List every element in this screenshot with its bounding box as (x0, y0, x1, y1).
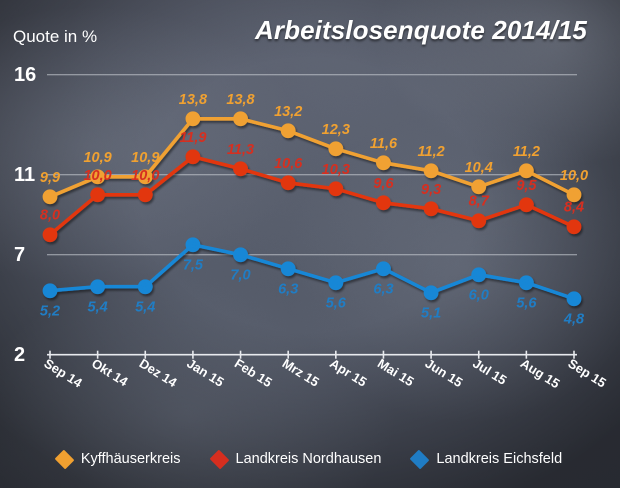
svg-text:5,2: 5,2 (40, 304, 60, 320)
svg-text:11,6: 11,6 (370, 136, 398, 152)
svg-text:8,4: 8,4 (564, 200, 584, 216)
svg-text:10,4: 10,4 (465, 160, 493, 176)
svg-text:10,3: 10,3 (322, 162, 350, 178)
svg-text:5,6: 5,6 (516, 296, 537, 312)
svg-text:Jul 15: Jul 15 (470, 356, 509, 388)
svg-text:Mrz 15: Mrz 15 (280, 356, 322, 390)
svg-text:9,5: 9,5 (516, 178, 537, 194)
svg-text:13,8: 13,8 (179, 92, 208, 108)
svg-text:11,2: 11,2 (418, 144, 445, 160)
svg-text:11,2: 11,2 (513, 144, 540, 160)
svg-text:10,0: 10,0 (560, 168, 588, 184)
svg-text:8,7: 8,7 (469, 194, 490, 210)
svg-text:7,5: 7,5 (183, 258, 204, 274)
svg-text:Sep 15: Sep 15 (565, 356, 609, 391)
svg-text:5,6: 5,6 (326, 296, 347, 312)
svg-text:Jan 15: Jan 15 (184, 356, 226, 390)
svg-text:10,6: 10,6 (274, 156, 303, 172)
svg-text:2: 2 (14, 344, 25, 366)
svg-text:Apr 15: Apr 15 (327, 356, 369, 390)
svg-text:10,9: 10,9 (131, 150, 159, 166)
svg-text:Mai 15: Mai 15 (375, 356, 417, 390)
svg-text:8,0: 8,0 (40, 208, 60, 224)
svg-text:12,3: 12,3 (322, 122, 350, 138)
svg-text:Aug 15: Aug 15 (518, 356, 563, 392)
svg-text:Okt 14: Okt 14 (89, 356, 131, 390)
svg-text:13,8: 13,8 (226, 92, 255, 108)
svg-text:7: 7 (14, 244, 25, 266)
svg-text:9,9: 9,9 (40, 170, 60, 186)
svg-text:6,0: 6,0 (469, 288, 489, 304)
svg-text:11,3: 11,3 (227, 142, 254, 158)
svg-text:10,9: 10,9 (83, 150, 111, 166)
svg-text:Feb 15: Feb 15 (232, 356, 275, 391)
svg-text:6,3: 6,3 (278, 282, 298, 298)
svg-text:7,0: 7,0 (230, 268, 250, 284)
svg-text:11: 11 (14, 164, 35, 186)
svg-text:13,2: 13,2 (274, 104, 302, 120)
svg-text:5,1: 5,1 (421, 306, 441, 322)
svg-text:5,4: 5,4 (135, 300, 155, 316)
svg-text:Sep 14: Sep 14 (41, 356, 85, 391)
svg-text:10,0: 10,0 (131, 168, 159, 184)
svg-text:6,3: 6,3 (373, 282, 393, 298)
svg-text:10,0: 10,0 (83, 168, 111, 184)
svg-text:16: 16 (14, 64, 36, 86)
svg-text:9,6: 9,6 (373, 176, 394, 192)
svg-text:9,3: 9,3 (421, 182, 441, 198)
svg-text:Jun 15: Jun 15 (423, 356, 466, 391)
svg-text:11,9: 11,9 (179, 130, 206, 146)
svg-text:4,8: 4,8 (563, 312, 585, 328)
svg-text:Dez 14: Dez 14 (137, 356, 181, 391)
svg-text:5,4: 5,4 (88, 300, 108, 316)
